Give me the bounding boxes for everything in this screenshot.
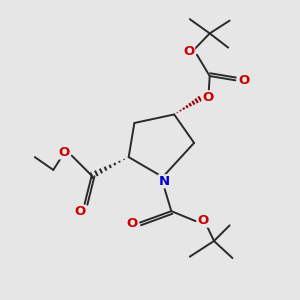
Text: O: O [75, 206, 86, 218]
Text: O: O [183, 45, 195, 58]
Text: N: N [159, 175, 170, 188]
Text: O: O [198, 214, 209, 227]
Text: O: O [238, 74, 250, 87]
Text: O: O [58, 146, 70, 159]
Text: O: O [126, 218, 137, 230]
Text: O: O [202, 91, 213, 104]
